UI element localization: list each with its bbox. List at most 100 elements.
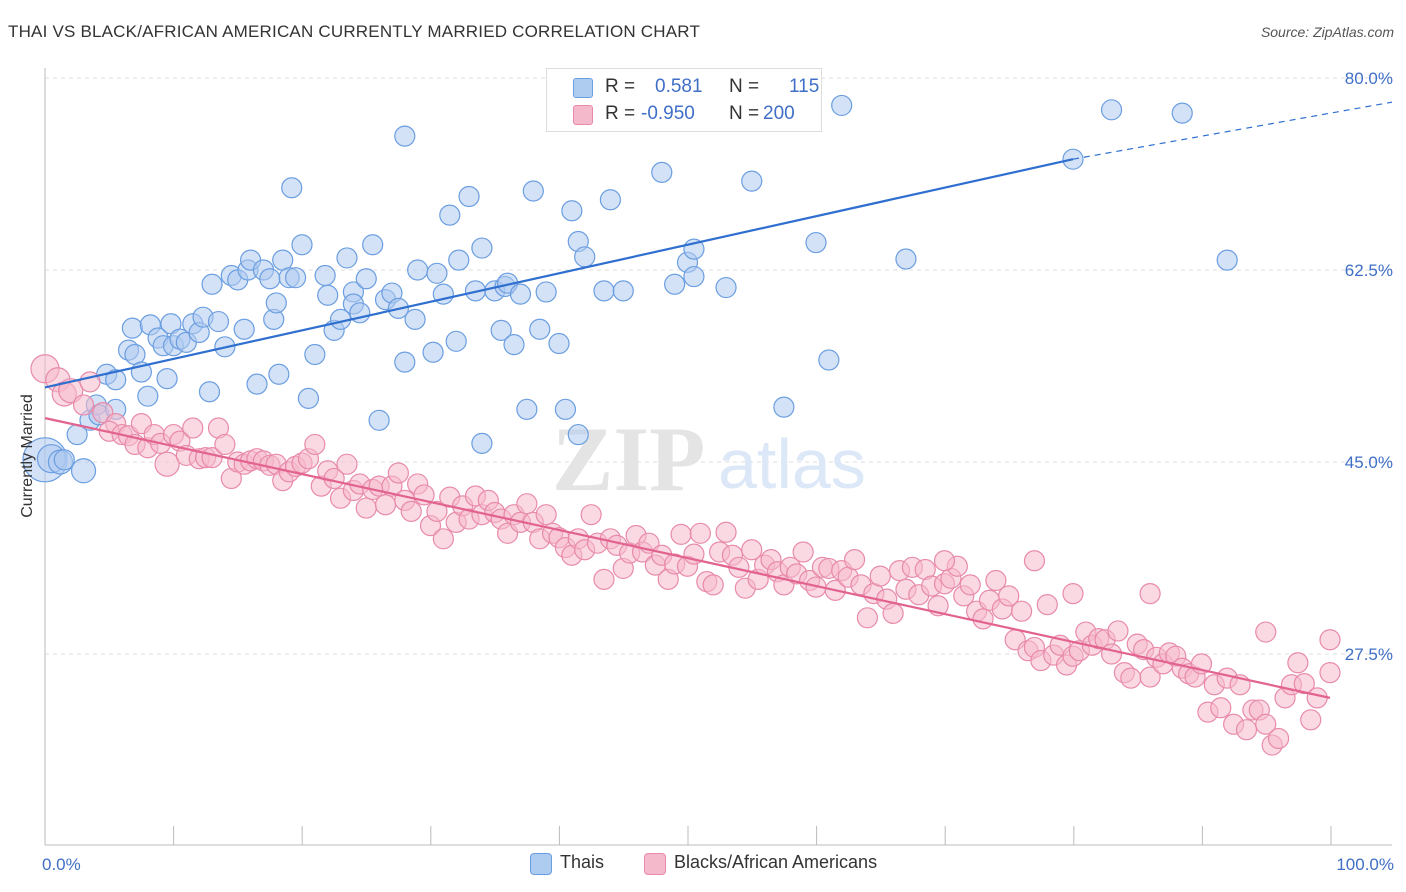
thai-point bbox=[471, 432, 493, 454]
black-point bbox=[432, 528, 454, 550]
thai-point bbox=[503, 334, 525, 356]
black-point bbox=[1036, 594, 1058, 616]
thai-point bbox=[529, 318, 551, 340]
black-legend-swatch bbox=[644, 853, 666, 875]
black-point bbox=[1100, 643, 1123, 665]
thai-point bbox=[121, 317, 143, 339]
thai-point bbox=[599, 189, 622, 211]
black-trend-line bbox=[44, 417, 1331, 699]
thai-point bbox=[664, 273, 686, 295]
thai-point bbox=[741, 170, 763, 192]
x-tick-label: 100.0% bbox=[1336, 855, 1394, 874]
correlation-legend: R = 0.581 N = 115 R = -0.950 N = 200 bbox=[546, 68, 822, 132]
thai-point bbox=[268, 363, 290, 385]
black-point bbox=[72, 394, 95, 416]
thai-point bbox=[1100, 99, 1123, 121]
black-point bbox=[972, 608, 994, 630]
black-point bbox=[933, 550, 956, 572]
grid-lines bbox=[45, 77, 1392, 655]
thai-point bbox=[105, 369, 127, 391]
thai-point bbox=[198, 381, 221, 403]
black-point bbox=[58, 378, 84, 404]
thai-point bbox=[574, 246, 596, 268]
watermark-atlas: atlas bbox=[718, 425, 866, 503]
thai-point bbox=[715, 276, 737, 299]
legend-thai-r: 0.581 bbox=[655, 76, 703, 97]
thai-point bbox=[439, 204, 461, 226]
thai-point bbox=[445, 330, 467, 352]
black-point bbox=[1235, 719, 1258, 741]
black-point bbox=[1210, 697, 1232, 719]
black-point bbox=[1255, 621, 1277, 643]
black-point bbox=[1120, 667, 1142, 689]
thai-point bbox=[831, 94, 853, 117]
black-point bbox=[1255, 713, 1277, 735]
thai-point bbox=[407, 259, 429, 281]
thai-point bbox=[70, 458, 97, 484]
black-point bbox=[1139, 666, 1161, 688]
legend-r-label: R = bbox=[605, 76, 636, 97]
black-point bbox=[670, 523, 692, 546]
y-axis-label: Currently Married bbox=[19, 394, 36, 518]
thai-point bbox=[156, 368, 178, 390]
black-point bbox=[580, 504, 602, 526]
black-point bbox=[304, 433, 326, 456]
black-point bbox=[1287, 652, 1309, 674]
thai-point bbox=[281, 177, 303, 199]
tick-labels: 27.5% 45.0% 62.5% 80.0% 0.0% 100.0% bbox=[42, 69, 1394, 874]
thai-point bbox=[516, 398, 538, 420]
black-point bbox=[1319, 629, 1341, 651]
thai-point bbox=[522, 180, 544, 202]
y-tick-label: 62.5% bbox=[1345, 261, 1393, 280]
thai-point bbox=[651, 161, 673, 183]
black-point bbox=[1010, 600, 1033, 622]
thai-point bbox=[448, 249, 470, 271]
thai-point bbox=[818, 349, 840, 371]
black-point bbox=[1293, 673, 1315, 695]
thai-point bbox=[394, 351, 416, 373]
thai-point bbox=[490, 319, 512, 341]
thai-legend-label: Thais bbox=[560, 852, 605, 872]
black-point bbox=[535, 504, 557, 526]
black-point bbox=[882, 602, 904, 625]
black-point bbox=[1267, 727, 1290, 750]
black-point bbox=[1023, 550, 1046, 572]
legend-black-r: -0.950 bbox=[641, 103, 695, 124]
thai-point bbox=[362, 234, 384, 256]
thai-point bbox=[561, 200, 583, 222]
thai-point bbox=[509, 283, 532, 305]
black-point bbox=[593, 568, 615, 590]
black-point bbox=[400, 500, 422, 522]
black-point bbox=[154, 451, 180, 477]
black-point bbox=[998, 585, 1020, 607]
thai-point bbox=[259, 268, 281, 290]
black-points bbox=[30, 354, 1341, 756]
thai-point bbox=[1171, 102, 1193, 124]
legend-r-label: R = bbox=[605, 103, 636, 124]
thai-point bbox=[336, 247, 358, 269]
y-tick-label: 80.0% bbox=[1345, 69, 1393, 88]
black-point bbox=[985, 569, 1007, 592]
thai-point bbox=[554, 398, 577, 420]
black-swatch bbox=[573, 105, 593, 125]
thai-point bbox=[567, 423, 589, 446]
watermark-zip: ZIP bbox=[552, 408, 705, 510]
thai-point bbox=[304, 343, 326, 366]
thai-point bbox=[394, 125, 416, 147]
thai-point bbox=[314, 264, 336, 287]
trend-lines bbox=[44, 101, 1393, 699]
black-point bbox=[959, 574, 981, 596]
black-point bbox=[214, 433, 236, 456]
thai-point bbox=[805, 231, 827, 254]
black-point bbox=[387, 462, 409, 484]
source-label: Source: ZipAtlas.com bbox=[1260, 24, 1394, 40]
legend-n-label: N = bbox=[729, 76, 760, 97]
thai-point bbox=[548, 332, 570, 355]
thai-point bbox=[284, 267, 307, 289]
black-point bbox=[426, 500, 448, 522]
legend-n-label: N = bbox=[729, 103, 760, 124]
black-point bbox=[869, 565, 891, 587]
thai-point bbox=[291, 234, 313, 256]
thai-point bbox=[471, 237, 493, 259]
